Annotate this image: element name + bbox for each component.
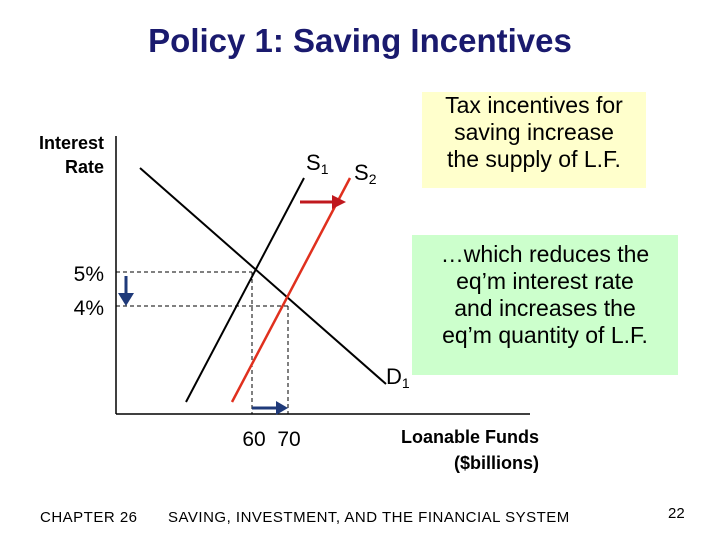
x-axis-label-line2: ($billions) [454,453,539,473]
y-axis-label-line1: Interest [39,133,104,153]
quantity-increase-arrow-icon [252,401,288,415]
rate-decrease-arrow-icon [118,276,134,306]
callout-line: the supply of L.F. [447,146,621,172]
callout-line: eq’m interest rate [456,268,634,294]
supply2-label: S2 [354,160,377,187]
rate-high-label: 5% [74,263,104,286]
demand-curve [139,167,387,385]
slide-title: Policy 1: Saving Incentives [148,22,572,59]
callout-line: …which reduces the [440,241,650,267]
callout-line: saving increase [454,119,614,145]
equilibrium-effect-callout: …which reduces the eq’m interest rate an… [412,235,678,375]
footer-chapter: CHAPTER 26 [40,509,138,526]
callout-line: eq’m quantity of L.F. [442,322,648,348]
x-axis-label-line1: Loanable Funds [401,427,539,447]
y-axis-label-line2: Rate [65,157,104,177]
quantity-low-label: 60 [242,428,265,451]
page-number: 22 [668,505,685,522]
callout-line: and increases the [454,295,636,321]
quantity-high-label: 70 [277,428,300,451]
supply-increase-callout: Tax incentives for saving increase the s… [422,92,646,188]
supply-shift-arrow-icon [300,195,346,209]
supply-curve-2 [230,177,352,403]
supply1-label: S1 [306,150,329,177]
demand-label: D1 [386,364,410,391]
callout-line: Tax incentives for [445,92,623,118]
supply-curve-1 [185,177,305,403]
rate-low-label: 4% [74,297,104,320]
footer-title: SAVING, INVESTMENT, AND THE FINANCIAL SY… [168,509,570,526]
